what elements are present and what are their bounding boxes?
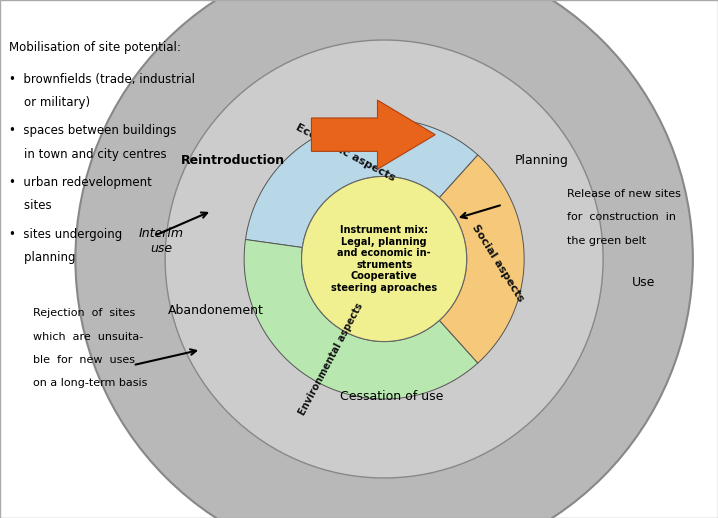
Text: Mobilisation of site potential:: Mobilisation of site potential:: [9, 41, 180, 54]
Text: planning: planning: [9, 251, 75, 264]
Text: or military): or military): [9, 96, 90, 109]
Text: Interim
use: Interim use: [139, 227, 184, 255]
Text: Environmental aspects: Environmental aspects: [297, 301, 365, 417]
Text: •  sites undergoing: • sites undergoing: [9, 228, 122, 241]
Text: Cessation of use: Cessation of use: [340, 390, 443, 403]
Text: on a long-term basis: on a long-term basis: [33, 378, 147, 388]
Ellipse shape: [302, 177, 467, 341]
Text: •  spaces between buildings: • spaces between buildings: [9, 124, 176, 137]
Text: Planning: Planning: [515, 154, 569, 167]
Text: in town and city centres: in town and city centres: [9, 148, 167, 161]
Text: •  urban redevelopment: • urban redevelopment: [9, 176, 151, 189]
Polygon shape: [312, 100, 435, 169]
Text: •  brownfields (trade, industrial: • brownfields (trade, industrial: [9, 73, 195, 85]
Ellipse shape: [165, 40, 603, 478]
Text: Abandonement: Abandonement: [167, 304, 264, 318]
Text: Release of new sites: Release of new sites: [567, 189, 681, 199]
Ellipse shape: [75, 0, 693, 518]
Text: Use: Use: [632, 276, 656, 289]
Text: Instrument mix:
Legal, planning
and economic in-
struments
Cooperative
steering : Instrument mix: Legal, planning and econ…: [331, 225, 437, 293]
Text: the green belt: the green belt: [567, 236, 646, 246]
Text: Reintroduction: Reintroduction: [181, 154, 286, 167]
Polygon shape: [439, 155, 524, 363]
Text: Social aspects: Social aspects: [470, 223, 526, 304]
Text: which  are  unsuita-: which are unsuita-: [33, 332, 144, 341]
Polygon shape: [244, 239, 477, 399]
Text: sites: sites: [9, 199, 51, 212]
Polygon shape: [246, 119, 477, 248]
Text: for  construction  in: for construction in: [567, 212, 676, 222]
Text: Economic aspects: Economic aspects: [294, 122, 397, 183]
Text: Rejection  of  sites: Rejection of sites: [33, 308, 135, 318]
Text: ble  for  new  uses: ble for new uses: [33, 355, 135, 365]
